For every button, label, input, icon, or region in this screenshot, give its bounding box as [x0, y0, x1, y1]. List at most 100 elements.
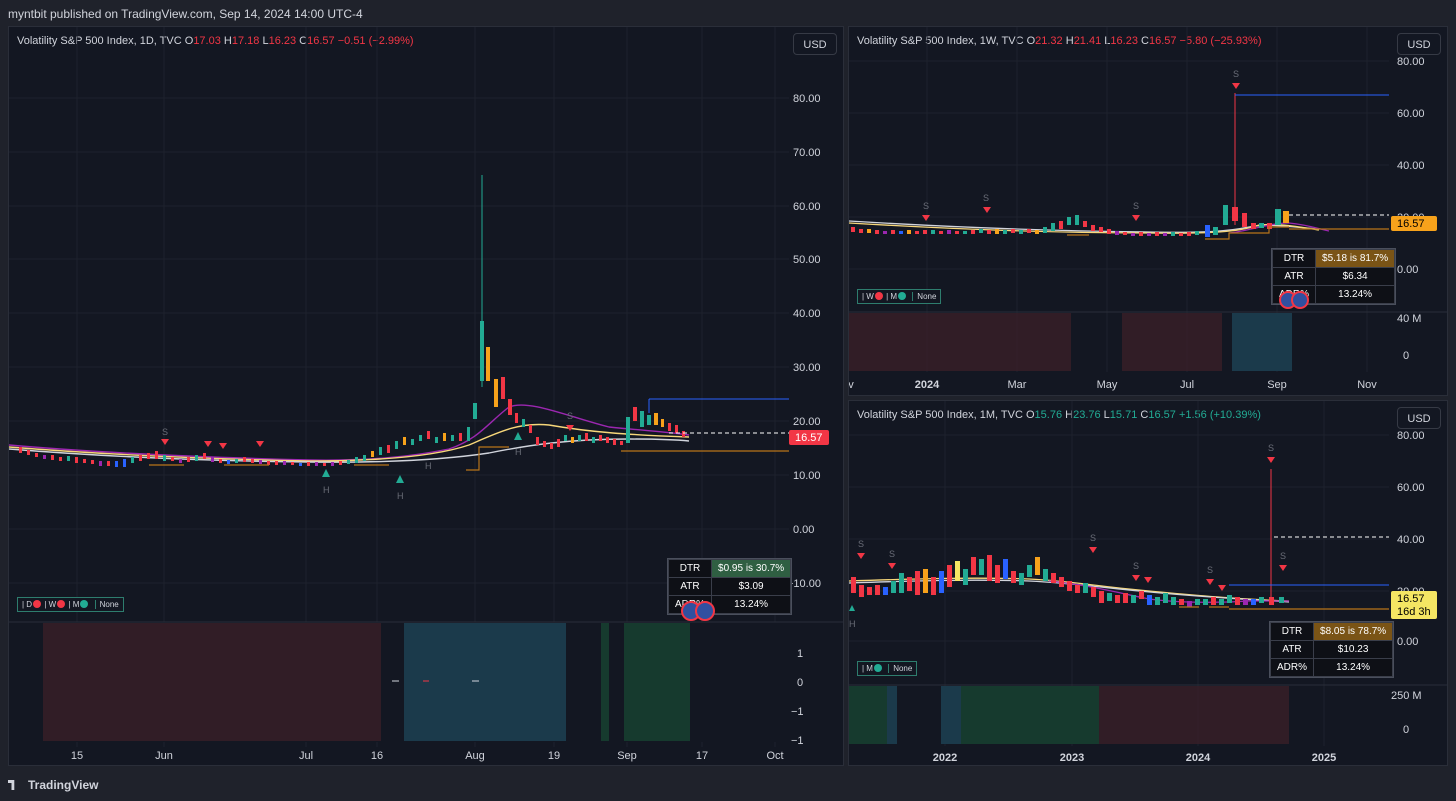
time-axis-label: 2024 [1186, 752, 1211, 764]
price-chart-monthly[interactable]: S S S S S S S H 80.00 60.00 40.00 20.00 … [849, 401, 1448, 766]
s-marker: S [1268, 443, 1274, 453]
close-value: 16.57 [307, 35, 335, 47]
dtr-value: $0.95 is 30.7% [711, 559, 792, 578]
currency-button[interactable]: USD [1397, 33, 1441, 55]
timeframe-legend-monthly[interactable]: | M None [857, 661, 918, 676]
s-marker: S [1133, 561, 1139, 571]
atr-label: ATR [1271, 267, 1317, 286]
change-value: −5.80 (−25.93%) [1179, 35, 1262, 47]
s-marker: S [1233, 69, 1239, 79]
green-dot-icon [80, 600, 89, 608]
s-marker: S [162, 427, 168, 437]
open-value: 15.76 [1034, 409, 1063, 421]
dtr-table-monthly: DTR $8.05 is 78.7% ATR $10.23 ADR% 13.24% [1269, 621, 1395, 678]
publisher-text: myntbit published on TradingView.com, Se… [8, 7, 363, 21]
green-dot-icon [873, 664, 882, 672]
h-marker: H [515, 447, 522, 457]
timeframe-legend-weekly[interactable]: | W | M None [857, 289, 942, 304]
low-label: L [1103, 409, 1110, 421]
h-marker: H [425, 461, 432, 471]
legend-none: None [912, 292, 936, 301]
symbol-title-daily: Volatility S&P 500 Index, 1D, TVC O17.03… [17, 35, 414, 47]
time-axis-label: 15 [71, 750, 83, 762]
high-value: 21.41 [1073, 35, 1102, 47]
legend-w: | W [44, 600, 57, 609]
price-axis-label: 40.00 [1397, 534, 1425, 546]
price-chart-daily[interactable]: S S H H H H 80.00 70.00 60.00 50.00 40.0… [9, 27, 844, 766]
chart-panel-weekly[interactable]: Volatility S&P 500 Index, 1W, TVC O21.32… [848, 26, 1448, 396]
symbol-name: Volatility S&P 500 Index, 1D, TVC [17, 35, 182, 47]
h-marker: H [849, 619, 856, 629]
time-axis-label: 2022 [933, 752, 957, 764]
timeframe-legend-daily[interactable]: | D | W | M None [17, 597, 124, 612]
adr-value: 13.24% [1315, 285, 1396, 304]
s-marker: S [1280, 551, 1286, 561]
dtr-value: $5.18 is 81.7% [1315, 249, 1396, 268]
last-price-label: 16.57 [1397, 593, 1425, 605]
chart-panel-daily[interactable]: Volatility S&P 500 Index, 1D, TVC O17.03… [8, 26, 844, 766]
price-axis-label: 10.00 [793, 470, 821, 482]
close-value: 16.57 [1148, 409, 1176, 421]
currency-button[interactable]: USD [1397, 407, 1441, 429]
legend-w: | W [862, 292, 874, 301]
red-dot-icon [33, 600, 42, 608]
open-value: 21.32 [1035, 35, 1063, 47]
countdown-label: 16d 3h [1397, 606, 1431, 618]
adr-value: 13.24% [711, 595, 792, 614]
publisher-bar: myntbit published on TradingView.com, Se… [0, 0, 1456, 26]
open-label: O [184, 35, 194, 47]
price-axis-label: 60.00 [793, 201, 821, 213]
time-axis-label: 17 [696, 750, 708, 762]
price-axis-label: 80.00 [1397, 56, 1425, 68]
time-axis-label: Oct [766, 750, 783, 762]
time-axis-label: 19 [548, 750, 560, 762]
high-value: 23.76 [1073, 409, 1101, 421]
sub-axis-label: 1 [797, 648, 803, 660]
sub-axis-label: 40 M [1397, 313, 1421, 325]
s-marker: S [983, 193, 989, 203]
red-dot-icon [874, 292, 883, 300]
time-axis-label: Mar [1008, 379, 1027, 391]
time-axis-label: May [1097, 379, 1118, 391]
price-axis-label: 80.00 [793, 93, 821, 105]
flag-icon [695, 601, 715, 621]
dtr-label: DTR [1269, 622, 1315, 641]
high-label: H [223, 35, 232, 47]
h-marker: H [397, 491, 404, 501]
price-axis-label: 0.00 [1397, 264, 1418, 276]
time-axis-label: Aug [465, 750, 485, 762]
last-price-label: 16.57 [795, 432, 823, 444]
s-marker: S [567, 411, 573, 421]
currency-button[interactable]: USD [793, 33, 837, 55]
open-label: O [1026, 35, 1036, 47]
open-value: 17.03 [193, 35, 221, 47]
close-value: 16.57 [1148, 35, 1177, 47]
time-axis-label: Jun [155, 750, 173, 762]
chart-panel-monthly[interactable]: Volatility S&P 500 Index, 1M, TVC O15.76… [848, 400, 1448, 766]
price-axis-label: 30.00 [793, 362, 821, 374]
sub-axis-label: 250 M [1391, 690, 1422, 702]
atr-value: $6.34 [1315, 267, 1396, 286]
s-marker: S [858, 539, 864, 549]
h-marker: H [323, 485, 330, 495]
price-axis-label: 60.00 [1397, 108, 1425, 120]
price-axis-label: 20.00 [793, 416, 821, 428]
price-chart-weekly[interactable]: S S S S 80.00 60.00 40.00 20.00 0.00 16.… [849, 27, 1448, 396]
dtr-value: $8.05 is 78.7% [1313, 622, 1394, 641]
s-marker: S [1090, 533, 1096, 543]
close-label: C [299, 35, 308, 47]
tradingview-logo-icon [8, 780, 15, 790]
s-marker: S [1133, 201, 1139, 211]
time-axis-label: 2024 [915, 379, 940, 391]
time-axis-label: Jul [1180, 379, 1194, 391]
tradingview-logo[interactable]: TradingView [8, 778, 98, 792]
green-dot-icon [898, 292, 907, 300]
symbol-name: Volatility S&P 500 Index, 1W, TVC [857, 35, 1024, 47]
sub-axis-label: 0 [1403, 724, 1409, 736]
price-axis-label: −10.00 [787, 578, 821, 590]
sub-axis-label: 0 [1403, 350, 1409, 362]
brand-label: TradingView [28, 778, 99, 792]
time-axis-label: Jul [299, 750, 313, 762]
close-label: C [1141, 35, 1149, 47]
price-axis-label: 80.00 [1397, 430, 1425, 442]
